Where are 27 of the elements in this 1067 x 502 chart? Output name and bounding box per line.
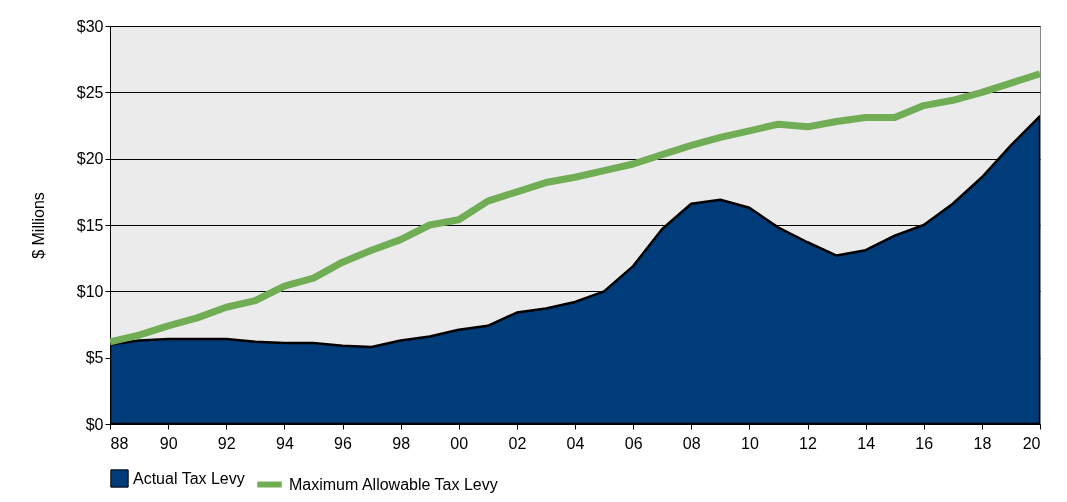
x-tick-label: 18 [973,434,992,452]
x-tick-label: 10 [740,434,759,452]
x-tick-label: 06 [624,434,643,452]
x-tick-label: 20 [1022,434,1041,452]
x-tick-label: 08 [682,434,701,452]
x-tick-label: 14 [857,434,876,452]
x-tick-label: 12 [799,434,817,452]
legend-label: Actual Tax Levy [133,469,245,487]
y-tick-label: $15 [76,216,104,234]
y-tick-label: $20 [76,150,104,168]
legend-label: Maximum Allowable Tax Levy [289,475,498,493]
y-axis-title: $ Millions [29,192,47,259]
y-tick-label: $5 [85,349,104,367]
y-tick-label: $30 [76,17,104,35]
x-tick-label: 00 [450,434,469,452]
x-tick-label: 92 [217,434,236,452]
x-tick-label: 98 [392,434,411,452]
y-tick-label: $0 [85,415,104,433]
x-tick-label: 88 [110,434,129,452]
y-tick-label: $25 [76,83,104,101]
x-tick-label: 96 [334,434,352,452]
x-tick-label: 90 [159,434,178,452]
x-tick-label: 04 [566,434,585,452]
x-tick-label: 02 [508,434,527,452]
x-tick-label: 94 [275,434,294,452]
x-tick-label: 16 [915,434,934,452]
y-tick-label: $10 [76,282,104,300]
